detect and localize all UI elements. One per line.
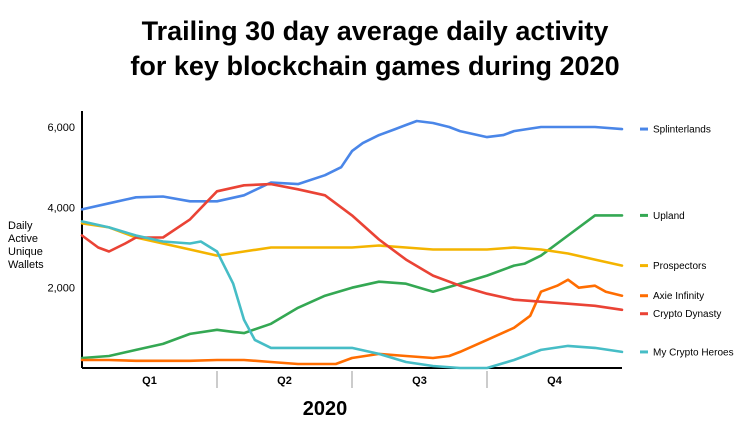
legend-label: Axie Infinity [653,291,704,302]
series-line [80,182,624,312]
y-axis-label-line-4: Wallets [8,259,44,271]
legend-label: Splinterlands [653,125,711,136]
legend-label: My Crypto Heroes [653,347,734,358]
y-axis-label-line-2: Active [8,233,38,245]
x-tick-label: Q1 [142,375,157,387]
legend-label: Prospectors [653,261,706,272]
y-axis-label: Daily Active Unique Wallets [8,220,44,272]
x-tick-label: Q2 [277,375,292,387]
x-tick-label: Q3 [412,375,427,387]
series-line [80,222,624,267]
series-line [80,214,624,360]
y-axis-label-line-1: Daily [8,220,33,232]
legend-label: Upland [653,211,685,222]
series-line [80,119,624,211]
chart-title-line-1: Trailing 30 day average daily activity [141,16,609,46]
x-axis-label: 2020 [302,398,348,420]
y-tick-label: 2,000 [47,283,75,295]
y-tick-label: 4,000 [47,202,75,214]
y-axis-label-line-3: Unique [8,246,43,258]
y-tick-label: 6,000 [47,122,75,134]
legend-label: Crypto Dynasty [653,309,721,320]
series-line [80,220,624,370]
chart-title-line-2: for key blockchain games during 2020 [130,51,620,81]
x-tick-label: Q4 [547,375,563,387]
chart-title: Trailing 30 day average daily activity f… [0,14,750,84]
series-line [80,278,624,366]
